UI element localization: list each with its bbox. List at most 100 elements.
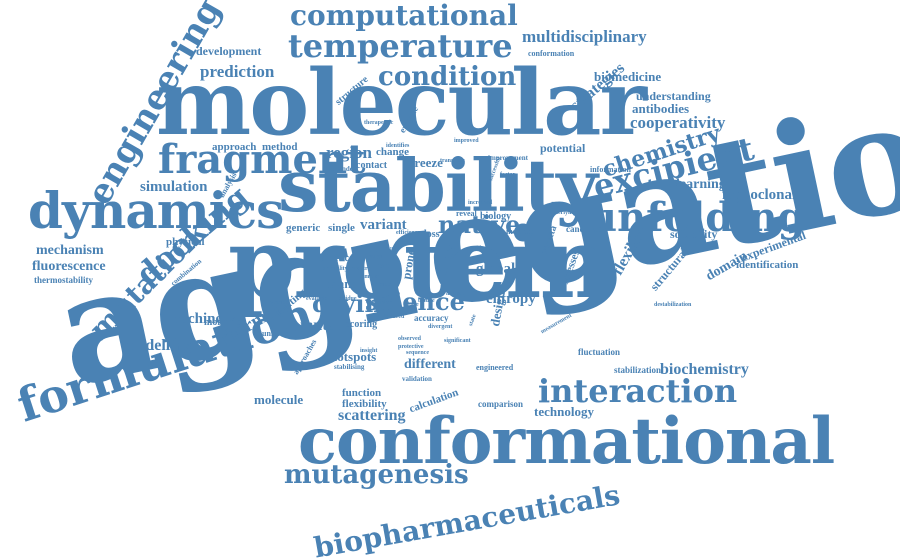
word-smaller: smaller (362, 274, 381, 280)
word-residue: residue (338, 296, 357, 302)
word-multidisciplinary: multidisciplinary (522, 27, 647, 46)
word-guide: guide (470, 246, 485, 252)
word-approach: approach (212, 141, 257, 153)
word-understanding: understanding (636, 89, 711, 103)
word-expanded: expanded (328, 165, 357, 173)
word-engineered: engineered (476, 363, 514, 372)
word-unfolding: unfolding (588, 194, 806, 241)
word-instability: instability (322, 266, 348, 272)
word-reveal: reveal (456, 209, 477, 218)
word-improvement: improvement (488, 154, 528, 162)
word-biochemistry: biochemistry (660, 361, 749, 378)
word-increase: increase (506, 227, 534, 236)
word-accuracy: accuracy (414, 313, 449, 323)
word-stabilization: stabilization (614, 365, 662, 375)
word-factor: factor (500, 172, 516, 178)
word-stabilising: stabilising (334, 363, 365, 371)
word-method: method (262, 141, 298, 153)
word-modelling: modelling (124, 337, 192, 354)
word-stable: stable (376, 282, 391, 288)
word-cooperativity: cooperativity (630, 113, 726, 132)
word-different: different (404, 357, 456, 372)
word-freeze: freeze (410, 155, 443, 170)
word-therapeutic: therapeutic (364, 120, 394, 126)
word-hidden: hidden (446, 291, 464, 297)
word-molecular: molecular (156, 50, 647, 156)
word-bridge: bridge (418, 298, 435, 304)
word-single: single (328, 222, 355, 234)
word-dynamics: dynamics (28, 181, 284, 240)
word-thermostability: thermostability (34, 275, 93, 285)
word-conformation: conformation (528, 49, 575, 58)
word-native: native (438, 210, 521, 239)
word-mutagenesis: mutagenesis (284, 460, 469, 490)
word-kinetic: kinetic (320, 253, 349, 264)
word-hotspots: hotspots (330, 349, 377, 364)
word-region: region (326, 143, 372, 162)
word-drying: drying (312, 289, 399, 318)
word-protective: protective (398, 344, 424, 350)
word-improved: improved (454, 138, 479, 144)
word-stability: stability (278, 143, 598, 228)
word-comparison: comparison (478, 399, 523, 409)
word-flexibility: flexibility (342, 398, 387, 410)
word-reduce: reduce (372, 300, 390, 306)
word-development: development (196, 44, 262, 58)
word-destabilization: destabilization (654, 302, 692, 308)
word-significant: significant (444, 338, 471, 344)
word-sugar: sugar (386, 246, 401, 252)
word-condition: condition (378, 62, 517, 92)
word-insight: insight (360, 348, 378, 354)
word-evaluate: evaluate (306, 296, 328, 302)
word-biology: biology (480, 211, 512, 222)
word-solubility: solubility (670, 227, 718, 241)
word-interaction: interaction (538, 372, 738, 410)
word-information: information (590, 165, 631, 174)
word-unfolded: unfolded (262, 329, 293, 338)
word-phase: phase (404, 302, 419, 308)
word-observed: observed (398, 336, 421, 342)
word-simulation: simulation (140, 179, 208, 195)
word-scoring: scoring (346, 319, 378, 330)
word-monoclonal: monoclonal (722, 187, 797, 203)
word-divergent: divergent (428, 324, 453, 330)
word-monomer: monomer (204, 317, 246, 328)
word-conformational: conformational (298, 404, 835, 479)
word-science: science (365, 287, 465, 316)
word-variant: variant (360, 217, 407, 233)
word-range: range (368, 254, 383, 260)
word-scattering: scattering (338, 407, 406, 424)
word-generic: generic (286, 222, 321, 234)
word-entropy: entropy (486, 291, 536, 307)
word-biopharmaceuticals: biopharmaceuticals (311, 478, 623, 559)
word-mutant: mutant (300, 317, 350, 334)
word-change: change (376, 146, 409, 158)
word-learning: learning (676, 177, 726, 192)
word-fluorescence: fluorescence (32, 259, 106, 274)
word-physical: physical (166, 236, 205, 248)
word-technology: technology (534, 404, 594, 419)
word-fluctuation: fluctuation (578, 347, 621, 357)
word-rate: rate (376, 261, 390, 270)
word-candidate: candidate (566, 224, 604, 234)
word-global: global (476, 261, 516, 277)
word-potential: potential (540, 141, 586, 155)
word-spectra: spectra (352, 266, 371, 272)
word-contact: contact (356, 160, 388, 171)
word-variable: variable (268, 300, 289, 306)
word-biomedicine: biomedicine (594, 69, 662, 84)
word-molecule: molecule (254, 392, 304, 407)
word-mechanism: mechanism (36, 243, 104, 258)
word-efficiency: efficiency (396, 230, 421, 236)
word-antibodies: antibodies (632, 101, 690, 116)
word-machine: machine (168, 311, 223, 327)
word-temperature: temperature (288, 27, 513, 65)
word-underlying: underlying (548, 210, 577, 216)
word-increased: increased (468, 200, 493, 206)
word-induced: induced (384, 314, 405, 320)
word-sequence: sequence (406, 350, 429, 356)
word-identifies: identifies (386, 143, 410, 149)
word-computational: computational (290, 0, 518, 32)
word-identification: identification (736, 259, 799, 271)
